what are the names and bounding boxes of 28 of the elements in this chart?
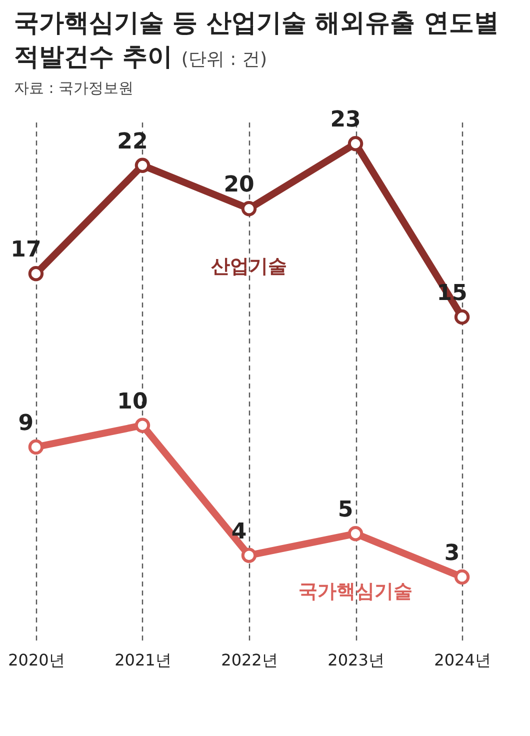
chart-subtitle: (단위 : 건): [181, 49, 267, 70]
data-label: 17: [10, 238, 42, 263]
data-label: 9: [18, 411, 34, 436]
data-label: 10: [117, 389, 148, 414]
data-label: 4: [231, 519, 247, 544]
text: 자료 : 국가정보원: [14, 79, 135, 98]
text: 산업기술: [211, 256, 287, 278]
point: [28, 266, 44, 282]
x-tick-label: 2020년: [8, 650, 65, 670]
point: [28, 439, 44, 455]
point: [241, 201, 257, 216]
x-tick-label: 2023년: [328, 650, 384, 670]
series-label: 국가핵심기술: [298, 580, 413, 603]
data-label: 20: [224, 172, 254, 198]
x-tick-label: 2021년: [114, 650, 172, 670]
point: [348, 526, 364, 542]
point: [454, 309, 470, 325]
x-tick-label: 2024년: [434, 650, 491, 670]
data-label: 22: [117, 129, 148, 154]
point: [348, 136, 364, 152]
data-label: 23: [330, 108, 361, 133]
point: [454, 569, 470, 585]
point: [134, 418, 150, 433]
point: [134, 158, 150, 173]
x-tick-label: 2022년: [221, 650, 278, 670]
point: [241, 548, 257, 563]
data-label: 5: [338, 498, 354, 523]
data-label: 3: [444, 541, 460, 566]
